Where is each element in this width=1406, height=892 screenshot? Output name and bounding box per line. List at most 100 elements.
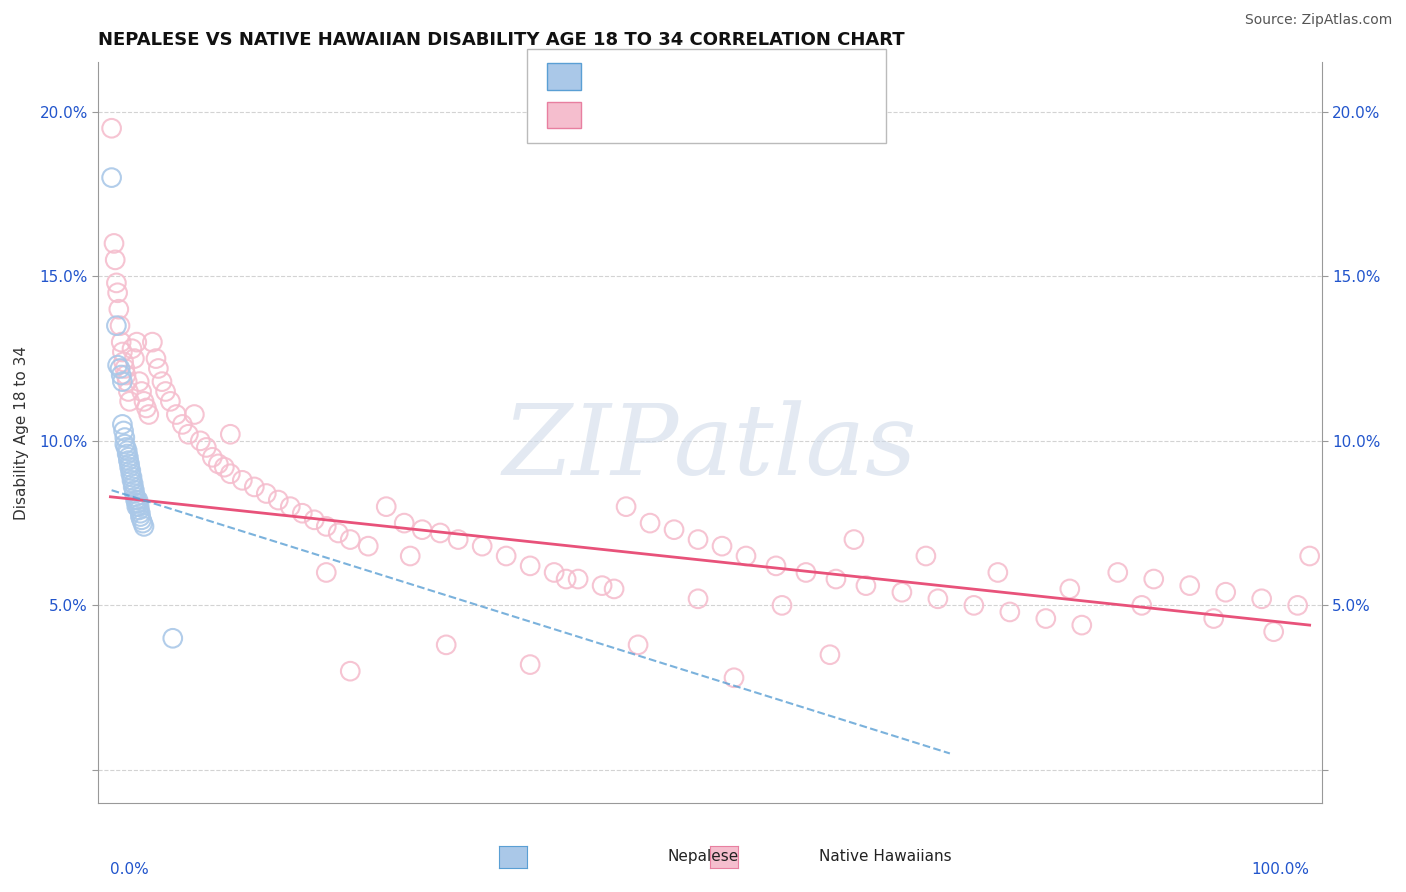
- Point: [125, 496, 148, 510]
- Point: [111, 417, 134, 432]
- Point: [138, 408, 160, 422]
- Point: [614, 500, 637, 514]
- Point: [112, 424, 135, 438]
- Point: [638, 516, 661, 530]
- Point: [105, 318, 128, 333]
- Point: [207, 457, 229, 471]
- Point: [183, 408, 205, 422]
- Point: [231, 473, 253, 487]
- Point: [115, 441, 138, 455]
- Point: [121, 473, 143, 487]
- Point: [114, 437, 136, 451]
- Point: [107, 358, 129, 372]
- Point: [114, 431, 136, 445]
- Point: [121, 342, 143, 356]
- Point: [103, 236, 125, 251]
- Point: [122, 480, 145, 494]
- Point: [159, 394, 181, 409]
- Point: [110, 368, 132, 382]
- Point: [375, 500, 398, 514]
- Point: [254, 486, 277, 500]
- Point: [118, 457, 141, 471]
- Point: [108, 318, 131, 333]
- Point: [128, 500, 150, 514]
- Point: [219, 427, 242, 442]
- Point: [392, 516, 416, 530]
- Point: [129, 509, 152, 524]
- Point: [131, 384, 153, 399]
- Point: [963, 599, 986, 613]
- Point: [987, 566, 1010, 580]
- Point: [124, 490, 146, 504]
- Point: [128, 375, 150, 389]
- Point: [127, 496, 149, 510]
- Point: [339, 664, 361, 678]
- Point: [1143, 572, 1166, 586]
- Text: Native Hawaiians: Native Hawaiians: [820, 849, 952, 863]
- Point: [555, 572, 578, 586]
- Point: [291, 506, 314, 520]
- Point: [411, 523, 433, 537]
- Point: [124, 493, 146, 508]
- Point: [711, 539, 734, 553]
- Point: [129, 506, 152, 520]
- Point: [132, 394, 155, 409]
- Text: Nepalese: Nepalese: [668, 849, 738, 863]
- Point: [278, 500, 301, 514]
- Point: [399, 549, 422, 563]
- Point: [100, 170, 122, 185]
- Point: [890, 585, 912, 599]
- Point: [120, 463, 142, 477]
- Point: [1178, 579, 1201, 593]
- Point: [117, 450, 139, 465]
- Point: [115, 368, 138, 382]
- Point: [107, 285, 129, 300]
- Text: 100.0%: 100.0%: [1251, 862, 1309, 877]
- Point: [1202, 611, 1225, 625]
- Point: [495, 549, 517, 563]
- Point: [603, 582, 626, 596]
- Point: [243, 480, 266, 494]
- Point: [1215, 585, 1237, 599]
- Point: [818, 648, 841, 662]
- Point: [115, 443, 138, 458]
- Point: [141, 335, 163, 350]
- Text: R = -0.277   N = 104: R = -0.277 N = 104: [588, 104, 787, 122]
- Point: [328, 526, 350, 541]
- Point: [315, 519, 337, 533]
- Point: [115, 375, 138, 389]
- Point: [100, 121, 122, 136]
- Text: NEPALESE VS NATIVE HAWAIIAN DISABILITY AGE 18 TO 34 CORRELATION CHART: NEPALESE VS NATIVE HAWAIIAN DISABILITY A…: [98, 31, 905, 49]
- Point: [122, 476, 145, 491]
- Point: [567, 572, 589, 586]
- Point: [177, 427, 200, 442]
- Point: [125, 335, 148, 350]
- Point: [201, 450, 224, 465]
- Point: [104, 252, 127, 267]
- Point: [1107, 566, 1129, 580]
- Point: [117, 384, 139, 399]
- Point: [591, 579, 613, 593]
- Point: [855, 579, 877, 593]
- Point: [124, 483, 146, 498]
- Point: [1250, 591, 1272, 606]
- Point: [794, 566, 817, 580]
- Point: [121, 470, 143, 484]
- Point: [519, 558, 541, 573]
- Point: [357, 539, 380, 553]
- Point: [195, 441, 218, 455]
- Text: R = -0.076   N =  39: R = -0.076 N = 39: [588, 64, 787, 82]
- Point: [627, 638, 650, 652]
- Point: [825, 572, 848, 586]
- Point: [219, 467, 242, 481]
- Point: [267, 493, 290, 508]
- Point: [128, 503, 150, 517]
- Point: [770, 599, 793, 613]
- Point: [915, 549, 938, 563]
- Point: [1035, 611, 1057, 625]
- Point: [132, 519, 155, 533]
- Point: [110, 335, 132, 350]
- Point: [127, 493, 149, 508]
- Point: [1059, 582, 1081, 596]
- Point: [686, 591, 709, 606]
